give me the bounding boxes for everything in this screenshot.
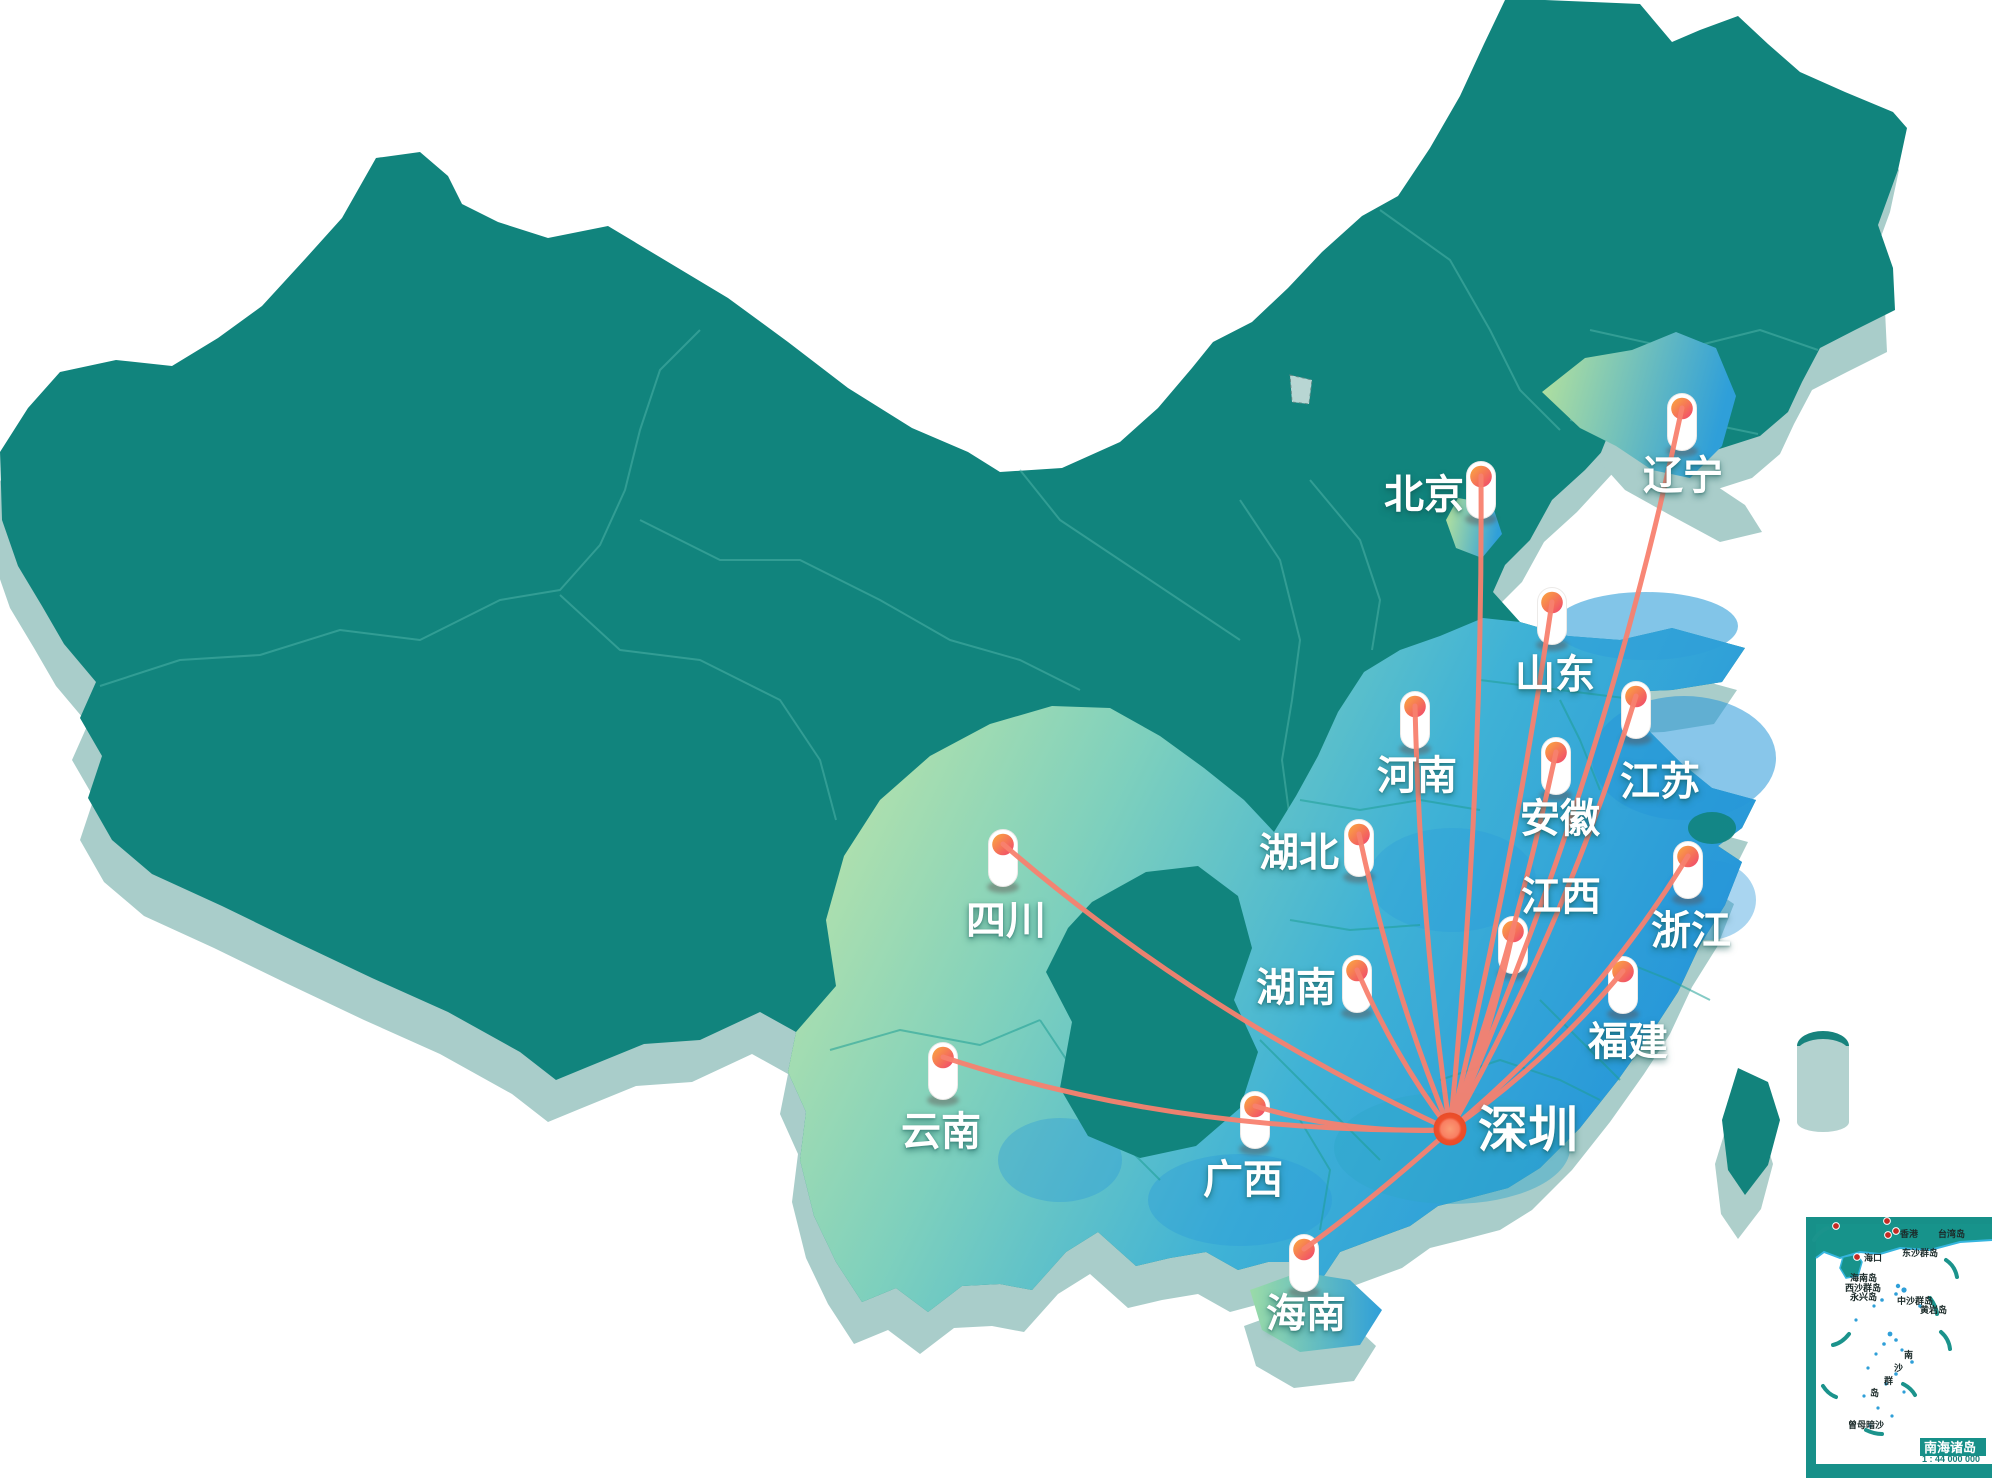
route-shandong [1447, 599, 1555, 1133]
inset-label-nansha-1: 南 [1904, 1349, 1913, 1360]
label-zhejiang: 浙江 [1651, 909, 1731, 953]
inset-label-zhongsha: 中沙群岛 [1897, 1295, 1933, 1306]
border-notch [1289, 374, 1313, 405]
hub-marker[interactable] [1433, 1112, 1467, 1146]
inset-title-box [1920, 1438, 1986, 1456]
route-hubei [1356, 831, 1453, 1133]
pin-hainan[interactable] [1288, 1234, 1320, 1299]
label-guangxi: 广西 [1203, 1158, 1283, 1202]
uncovered-patch-shanghai [1688, 812, 1736, 844]
island-cylinder [1797, 1031, 1849, 1132]
label-liaoning: 辽宁 [1643, 454, 1723, 498]
route-beijing [1447, 473, 1484, 1133]
inset-title: 南海诸岛 [1924, 1440, 1976, 1455]
inset-label-hainandao: 海南岛 [1850, 1272, 1877, 1283]
route-lines [940, 405, 1691, 1252]
route-guangxi [1252, 1103, 1453, 1133]
pin-sichuan[interactable] [987, 829, 1019, 894]
label-beijing: 北京 [1384, 473, 1464, 517]
inset-label-nansha-3: 群 [1883, 1375, 1893, 1386]
pin-hunan[interactable] [1341, 955, 1373, 1020]
inset-label-hongkong: 香港 [1899, 1228, 1919, 1239]
route-hainan [1301, 1127, 1453, 1252]
inset-label-zengmu: 曾母暗沙 [1848, 1419, 1884, 1430]
route-liaoning [1447, 405, 1685, 1133]
route-jiangsu [1447, 693, 1639, 1133]
inset-dash-line [1812, 1226, 1959, 1436]
route-hunan [1354, 967, 1453, 1133]
pin-shandong[interactable] [1536, 587, 1568, 652]
inset-mainland [1816, 1224, 1992, 1258]
label-jiangxi: 江西 [1521, 875, 1601, 919]
route-zhejiang [1447, 853, 1691, 1133]
label-henan: 河南 [1377, 754, 1457, 798]
label-fujian: 福建 [1587, 1020, 1668, 1064]
label-yunnan: 云南 [901, 1110, 981, 1154]
label-hainan: 海南 [1266, 1292, 1346, 1336]
uncovered-patch-guizhou [1046, 866, 1258, 1158]
inset-label-haikou: 海口 [1864, 1252, 1882, 1263]
inset-label-taiwan: 台湾岛 [1938, 1228, 1965, 1239]
south-china-sea-inset: 南海诸岛 1 : 44 000 000 香港 台湾岛 海口 东沙群岛 海南岛 西… [1806, 1217, 1992, 1478]
covered-region [788, 618, 1756, 1312]
label-hubei: 湖北 [1259, 831, 1339, 875]
province-borders-west [99, 209, 1819, 821]
label-shandong: 山东 [1515, 653, 1595, 697]
route-henan [1412, 703, 1453, 1133]
highlight-blue-patches [998, 592, 1776, 1246]
route-sichuan [1000, 841, 1453, 1133]
inset-label-xisha: 西沙群岛 [1845, 1282, 1881, 1293]
pin-liaoning[interactable] [1666, 393, 1698, 458]
pin-yunnan[interactable] [927, 1042, 959, 1107]
label-jiangsu: 江苏 [1620, 760, 1700, 804]
inset-label-nansha-4: 岛 [1870, 1387, 1879, 1398]
route-fujian [1447, 968, 1626, 1133]
inset-label-dongsha: 东沙群岛 [1902, 1247, 1938, 1258]
label-shenzhen: 深圳 [1478, 1102, 1578, 1158]
inset-scale: 1 : 44 000 000 [1922, 1454, 1980, 1464]
route-jiangxi [1447, 928, 1516, 1133]
inset-label-huangyan: 黄岩岛 [1920, 1304, 1947, 1315]
inset-island-dots [1854, 1283, 1922, 1428]
inset-label-yongxing: 永兴岛 [1849, 1291, 1877, 1302]
label-anhui: 安徽 [1520, 797, 1601, 841]
inset-city-dots [1832, 1217, 1900, 1261]
label-hunan: 湖南 [1256, 966, 1336, 1010]
label-sichuan: 四川 [966, 899, 1046, 943]
inset-label-nansha-2: 沙 [1894, 1363, 1903, 1373]
